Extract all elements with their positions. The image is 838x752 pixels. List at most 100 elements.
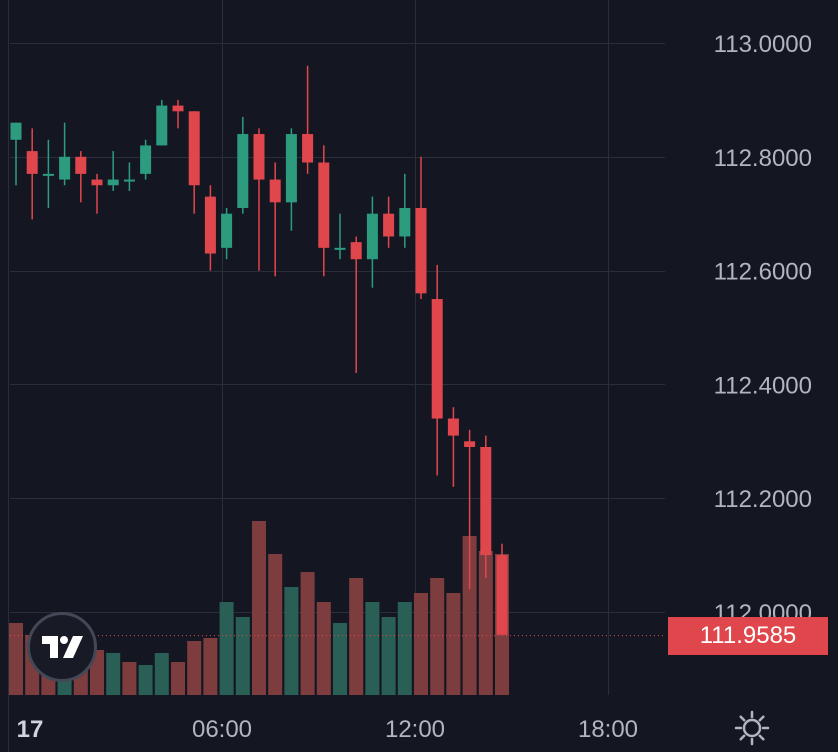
candle (10, 122, 22, 186)
volume-bar (300, 572, 315, 695)
volume-bar (268, 554, 283, 695)
candle-body (480, 446, 492, 556)
current-price-label: 111.9585 (668, 616, 828, 655)
candle (399, 173, 411, 248)
candle-body (10, 122, 22, 140)
candle (415, 156, 427, 300)
volume-bar (316, 602, 331, 695)
candle (172, 99, 184, 129)
volume-bar (106, 653, 121, 695)
y-axis[interactable]: 113.0000 112.8000 112.6000 112.4000 112.2000… (714, 31, 812, 627)
candle-body (269, 179, 281, 203)
candle-body (415, 208, 427, 294)
candle-body (26, 151, 38, 174)
candle-body (496, 555, 508, 635)
current-price-value: 111.9585 (699, 621, 797, 649)
candle-body (42, 173, 54, 176)
volume-bar (462, 536, 477, 695)
grid-lines (8, 0, 665, 752)
candle (480, 435, 492, 578)
gear-icon[interactable] (734, 710, 770, 746)
volume-bar (122, 662, 137, 695)
candle (140, 139, 152, 180)
candle-body (59, 156, 71, 180)
candle-body (188, 111, 200, 186)
candle (42, 139, 54, 209)
candle-body (318, 162, 330, 248)
candle-body (447, 418, 459, 436)
candle (350, 236, 362, 374)
volume-bar (397, 602, 412, 695)
candle (302, 65, 314, 174)
candle (285, 128, 297, 231)
y-tick-label: 112.4000 (714, 372, 812, 399)
candle-body (204, 196, 216, 254)
candle (447, 407, 459, 487)
tradingview-logo-icon[interactable] (27, 612, 97, 682)
candle (156, 99, 168, 146)
volume-bar (446, 593, 461, 695)
candle-body (75, 156, 87, 174)
candle-body (156, 105, 168, 146)
candle (204, 185, 216, 271)
candle-body (237, 134, 249, 209)
x-tick-label: 06:00 (192, 716, 252, 743)
y-tick-label: 112.2000 (714, 486, 812, 513)
x-tick-label: 18:00 (578, 716, 638, 743)
volume-bar (252, 521, 266, 695)
candle-body (285, 134, 297, 203)
x-tick-label: 12:00 (385, 716, 445, 743)
volume-bar (284, 587, 299, 695)
candle-body (366, 213, 378, 260)
volume-bar (333, 623, 347, 695)
candle-body (123, 179, 135, 182)
candle (75, 151, 87, 203)
volume-bar (414, 593, 428, 695)
candle (496, 543, 508, 635)
candle (91, 173, 103, 214)
candle (123, 162, 135, 191)
candle-body (140, 145, 152, 174)
candle (464, 429, 476, 590)
candle-body (350, 242, 362, 260)
candle-body (91, 179, 103, 186)
volume-bar (171, 662, 185, 695)
candle (431, 264, 443, 476)
volume-bar (203, 638, 218, 695)
candle-body (221, 213, 233, 248)
x-tick-label: 17 (17, 716, 44, 743)
volume-bar (235, 617, 250, 695)
candle (26, 128, 38, 220)
candle (318, 145, 330, 277)
volume-bar (365, 602, 380, 695)
candle (253, 128, 265, 271)
volume-bar (154, 653, 169, 695)
candle-body (383, 213, 395, 237)
candle-body (253, 134, 265, 180)
candle (334, 213, 346, 260)
candle (366, 196, 378, 288)
candle-body (172, 105, 184, 112)
candle-body (107, 179, 119, 186)
candle (221, 208, 233, 260)
y-tick-label: 112.8000 (714, 145, 812, 172)
candle (269, 162, 281, 277)
candle-body (302, 134, 314, 163)
volume-bar (9, 623, 23, 695)
volume-bar (381, 617, 396, 695)
volume-bar (187, 641, 202, 695)
volume-bar (430, 578, 445, 695)
x-axis[interactable]: 17 06:00 12:00 18:00 (17, 716, 638, 743)
y-tick-label: 113.0000 (714, 31, 812, 58)
volume-bar (349, 578, 364, 695)
candle (107, 151, 119, 191)
candle (59, 122, 71, 186)
volume-bar (478, 551, 493, 695)
candles (10, 65, 508, 635)
candle-body (431, 299, 443, 419)
volume-bar (138, 665, 153, 695)
candle (383, 196, 395, 248)
candle (188, 111, 200, 214)
volume-bar (219, 602, 234, 695)
logo-mark (42, 636, 83, 658)
